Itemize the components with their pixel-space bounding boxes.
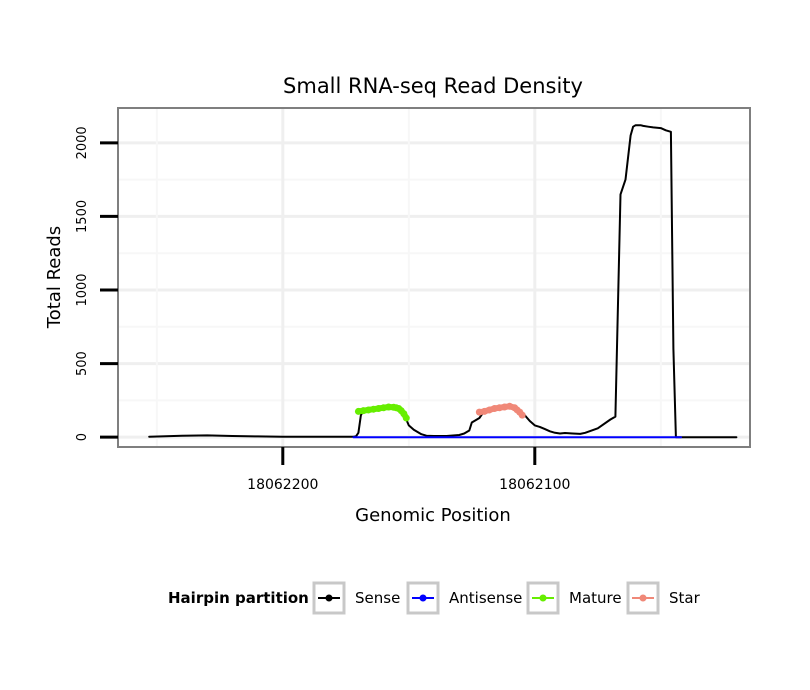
legend-label: Mature [569,589,622,607]
y-tick-label: 2000 [75,126,90,159]
y-axis-label: Total Reads [44,226,65,329]
series-layer [148,124,738,439]
data-point-mature [402,414,410,422]
data-point-mature [385,403,393,411]
x-tick-label: 18062200 [247,477,318,493]
legend-item-mature: Mature [526,581,622,615]
legend-item-star: Star [626,581,701,615]
legend-label: Star [669,589,701,607]
y-tick-label: 1000 [75,273,90,306]
legend-key-marker [639,594,647,602]
chart-title: Small RNA-seq Read Density [283,74,583,98]
legend-label: Sense [355,589,400,607]
legend-key-marker [539,594,547,602]
legend-item-sense: Sense [312,581,400,615]
legend-item-antisense: Antisense [406,581,522,615]
plot-panel [117,107,751,448]
data-point-star [518,411,526,419]
legend-key-marker [325,594,333,602]
y-tick-label: 500 [75,351,90,376]
legend-title: Hairpin partition [168,589,309,607]
legend-label: Antisense [449,589,522,607]
legend: Hairpin partition Sense Antisense Mature St… [168,581,701,615]
legend-key-marker [419,594,427,602]
y-tick-label: 0 [75,433,90,441]
x-axis-label: Genomic Position [355,505,511,526]
x-tick-label: 18062100 [499,477,570,493]
axes: 0 500 1000 1500 2000 18062200 18062100 [75,126,570,493]
y-tick-label: 1500 [75,200,90,233]
